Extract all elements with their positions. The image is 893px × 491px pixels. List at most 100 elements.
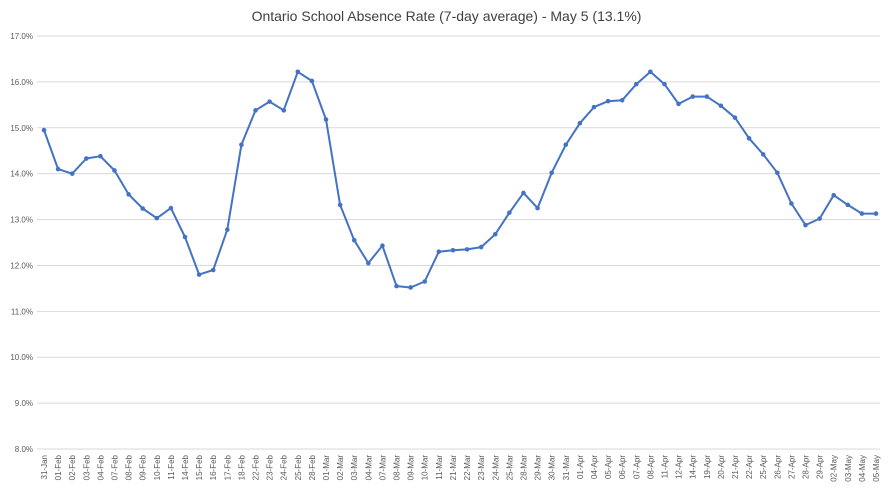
x-tick-label: 12-Apr — [675, 455, 684, 479]
data-point — [309, 78, 315, 84]
data-points — [41, 69, 879, 290]
chart-title: Ontario School Absence Rate (7-day avera… — [252, 8, 642, 24]
x-tick-label: 02-May — [830, 455, 839, 482]
data-point — [84, 156, 89, 161]
x-tick-label: 22-Feb — [252, 454, 261, 480]
x-tick-label: 04-Apr — [590, 455, 599, 479]
data-point — [408, 285, 413, 290]
y-tick-label: 15.0% — [10, 124, 33, 133]
data-point — [267, 99, 272, 104]
data-point — [591, 104, 597, 110]
y-tick-label: 13.0% — [10, 216, 33, 225]
x-tick-label: 31-Jan — [40, 455, 49, 479]
data-point — [507, 210, 512, 215]
x-tick-label: 10-Feb — [153, 454, 162, 480]
data-point — [817, 216, 822, 221]
data-point — [380, 243, 385, 249]
x-tick-label: 09-Feb — [139, 454, 148, 480]
data-point — [140, 206, 146, 211]
data-point — [577, 120, 583, 126]
x-tick-label: 01-Feb — [54, 454, 63, 480]
data-point — [690, 94, 695, 99]
x-tick-label: 10-Mar — [421, 455, 430, 481]
x-tick-label: 26-Apr — [773, 455, 782, 479]
data-point — [760, 152, 766, 157]
x-tick-label: 08-Feb — [125, 454, 134, 480]
data-point — [732, 115, 738, 120]
data-point — [873, 211, 879, 216]
y-tick-label: 8.0% — [15, 445, 33, 454]
x-tick-label: 27-Apr — [787, 455, 796, 479]
data-point — [859, 211, 865, 216]
x-tick-label: 23-Mar — [477, 455, 486, 481]
y-tick-label: 14.0% — [10, 170, 33, 179]
data-point — [789, 201, 794, 206]
data-point — [535, 205, 540, 211]
x-tick-label: 25-Apr — [759, 455, 768, 479]
x-tick-label: 24-Mar — [491, 455, 500, 481]
x-tick-label: 24-Feb — [280, 454, 289, 480]
x-tick-label: 20-Apr — [717, 455, 726, 479]
data-point — [746, 136, 752, 141]
data-point — [55, 166, 61, 172]
x-tick-label: 30-Mar — [548, 455, 557, 481]
x-tick-label: 21-Apr — [731, 455, 740, 479]
grid-lines — [37, 35, 880, 450]
y-tick-label: 16.0% — [10, 78, 33, 87]
x-tick-label: 16-Feb — [209, 454, 218, 480]
x-tick-label: 05-Apr — [604, 455, 613, 479]
x-tick-label: 04-Feb — [96, 454, 105, 480]
series-line — [43, 70, 876, 289]
data-point — [351, 237, 357, 243]
x-tick-label: 31-Mar — [562, 455, 571, 481]
data-point — [281, 108, 287, 113]
x-tick-label: 02-Feb — [68, 454, 77, 480]
data-point — [563, 142, 569, 148]
data-point — [210, 267, 216, 273]
data-point — [366, 260, 371, 266]
y-tick-label: 17.0% — [10, 32, 33, 41]
x-tick-label: 23-Feb — [266, 454, 275, 480]
data-point — [774, 170, 780, 176]
x-tick-label: 09-Mar — [407, 455, 416, 481]
data-point — [182, 234, 188, 240]
data-point — [168, 205, 174, 211]
data-point — [98, 153, 103, 159]
data-point — [718, 103, 724, 109]
y-tick-label: 12.0% — [10, 261, 33, 270]
data-point — [676, 101, 681, 107]
x-tick-label: 28-Feb — [308, 454, 317, 480]
data-point — [619, 97, 625, 103]
y-tick-label: 11.0% — [11, 307, 33, 316]
x-tick-label: 22-Mar — [463, 455, 472, 481]
x-tick-label: 03-Mar — [350, 455, 359, 481]
x-tick-label: 02-Mar — [336, 455, 345, 481]
x-tick-label: 28-Mar — [519, 455, 528, 481]
data-point — [549, 170, 554, 176]
x-tick-label: 07-Feb — [111, 454, 120, 480]
data-point — [154, 215, 160, 221]
data-point — [605, 98, 611, 104]
data-point — [394, 283, 399, 289]
x-tick-label: 08-Mar — [393, 455, 402, 481]
data-point — [196, 272, 202, 277]
data-point — [69, 171, 75, 176]
y-axis-ticks: 8.0% 9.0% 10.0% 11.0% 12.0% 13.0% 14.0% 15.0% 16… — [10, 32, 33, 454]
data-point — [521, 190, 526, 196]
data-point — [633, 81, 639, 87]
x-tick-label: 17-Feb — [223, 454, 232, 480]
x-tick-label: 29-Mar — [534, 455, 543, 481]
x-tick-label: 01-Apr — [576, 455, 585, 479]
data-point — [112, 168, 117, 173]
x-tick-label: 06-Apr — [618, 455, 627, 479]
data-point — [126, 192, 131, 197]
x-tick-label: 19-Apr — [703, 455, 712, 479]
data-point — [295, 69, 301, 75]
data-point — [803, 222, 808, 228]
y-tick-label: 10.0% — [10, 353, 33, 362]
data-point — [450, 248, 456, 253]
x-tick-label: 07-Apr — [632, 455, 641, 479]
x-tick-label: 03-May — [844, 455, 853, 482]
data-point — [239, 142, 244, 148]
